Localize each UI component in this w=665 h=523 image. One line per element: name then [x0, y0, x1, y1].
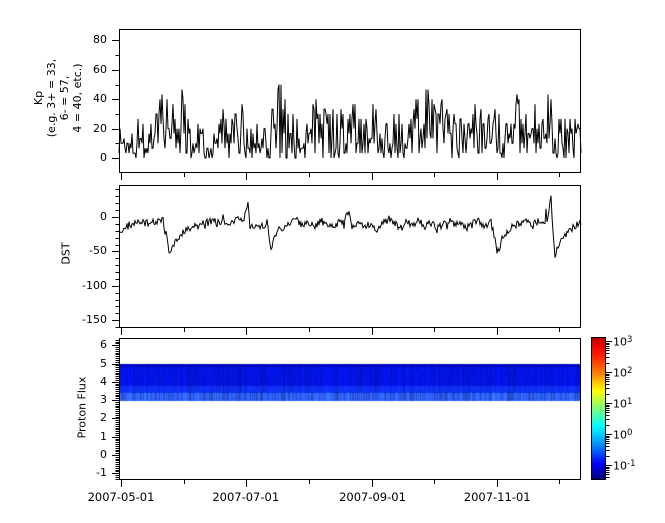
proton-flux-heatmap [119, 338, 581, 480]
x-tick-label: 2007-09-01 [339, 490, 406, 504]
colorbar-tick-label: 100 [613, 425, 632, 443]
proton-flux-axis-label: Proton Flux [75, 376, 89, 439]
colorbar-tick-label: 102 [613, 363, 632, 381]
x-tick-label: 2007-05-01 [87, 490, 155, 504]
kp-ytick-label: 60 [93, 62, 107, 76]
proton_flux-ytick-label: 6 [100, 338, 107, 352]
kp-ytick-label: 20 [93, 121, 107, 135]
colorbar-ticks [606, 341, 612, 478]
proton_flux-ytick-label: 0 [100, 448, 107, 461]
colorbar-tick-base: 10 [613, 428, 627, 442]
dst-panel-border [119, 185, 581, 328]
dst-series-line [118, 195, 582, 258]
proton_flux-ytick-label: 4 [100, 374, 107, 388]
proton_flux-ytick-label: 1 [100, 429, 107, 443]
kp-series-line [118, 84, 582, 159]
x-tick-label: 2007-11-01 [463, 490, 531, 504]
proton_flux-ytick-label: -1 [96, 466, 107, 480]
proton_flux-ytick-label: 5 [100, 356, 107, 370]
colorbar-tick-exponent: 1 [627, 397, 633, 408]
proton_flux-ytick-label: 2 [100, 411, 107, 425]
colorbar-tick-base: 10 [613, 366, 627, 380]
dst-ytick-label: -150 [82, 313, 107, 327]
x-tick-label: 2007-07-01 [212, 490, 280, 504]
colorbar-tick-exponent: -1 [627, 459, 636, 470]
colorbar-tick-exponent: 0 [627, 428, 633, 439]
kp-ytick-label: 0 [100, 151, 107, 164]
colorbar [591, 337, 606, 480]
colorbar-tick-base: 10 [613, 397, 627, 411]
kp-axis-label: Kp (e.g. 3+ = 33, 6- = 57, 4 = 40, etc.) [32, 58, 84, 138]
kp-panel-border [119, 29, 581, 173]
colorbar-tick-label: 10-1 [613, 456, 635, 474]
colorbar-tick-label: 103 [613, 332, 632, 350]
colorbar-tick-exponent: 3 [627, 335, 633, 346]
colorbar-tick-base: 10 [613, 459, 627, 473]
kp-ytick-label: 80 [93, 33, 107, 47]
colorbar-tick-base: 10 [613, 335, 627, 349]
dst-axis-label: DST [59, 242, 73, 265]
dst-ytick-label: -50 [89, 244, 107, 258]
colorbar-tick-exponent: 2 [627, 366, 633, 377]
kp-ytick-label: 40 [93, 92, 107, 106]
proton_flux-ytick-label: 3 [100, 393, 107, 407]
colorbar-tick-label: 101 [613, 394, 632, 412]
dst-ytick-label: -100 [82, 278, 107, 292]
dst-ytick-label: 0 [100, 210, 107, 223]
